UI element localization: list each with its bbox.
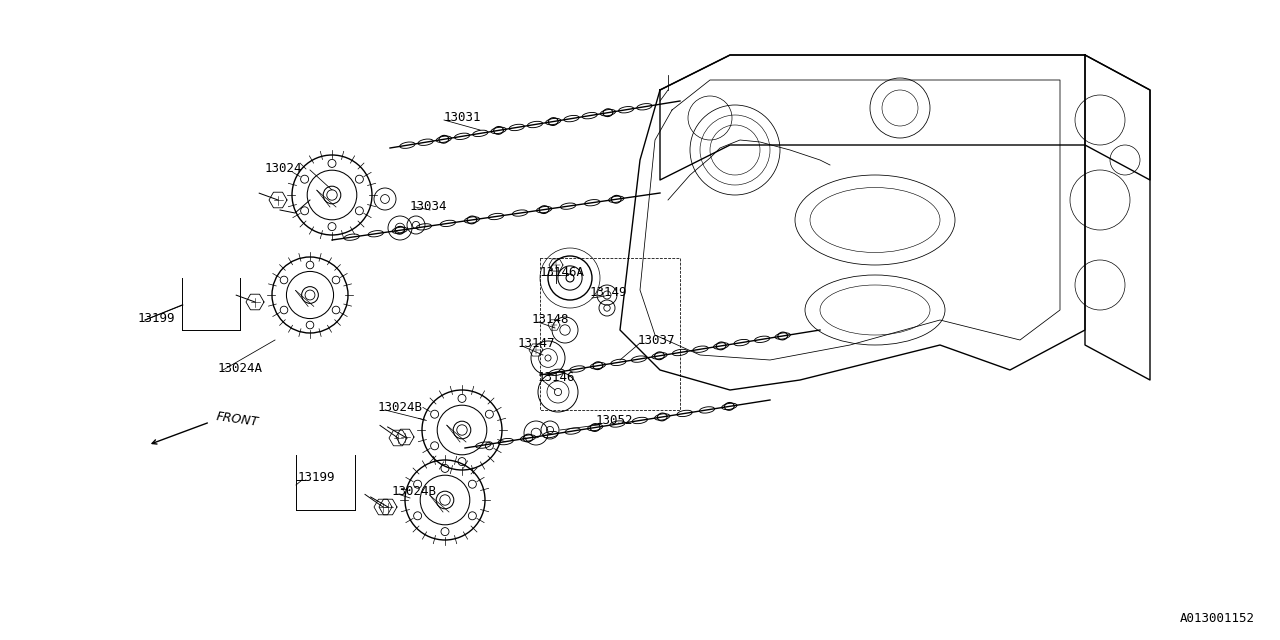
Text: 13031: 13031 [444,111,481,124]
Text: 13199: 13199 [298,470,335,483]
Text: 13148: 13148 [532,312,570,326]
Text: 13034: 13034 [410,200,448,212]
Text: 13146A: 13146A [540,266,585,278]
Text: 13199: 13199 [138,312,175,324]
Text: A013001152: A013001152 [1180,612,1254,625]
Text: 13149: 13149 [590,285,627,298]
Text: 13147: 13147 [518,337,556,349]
Text: FRONT: FRONT [215,411,259,429]
Text: 13024: 13024 [265,161,302,175]
Text: 13037: 13037 [637,333,676,346]
Text: 13024B: 13024B [392,484,436,497]
Text: 13024A: 13024A [218,362,262,374]
Text: 13052: 13052 [596,413,634,426]
Text: 13146: 13146 [538,371,576,383]
Text: 13024B: 13024B [378,401,422,413]
